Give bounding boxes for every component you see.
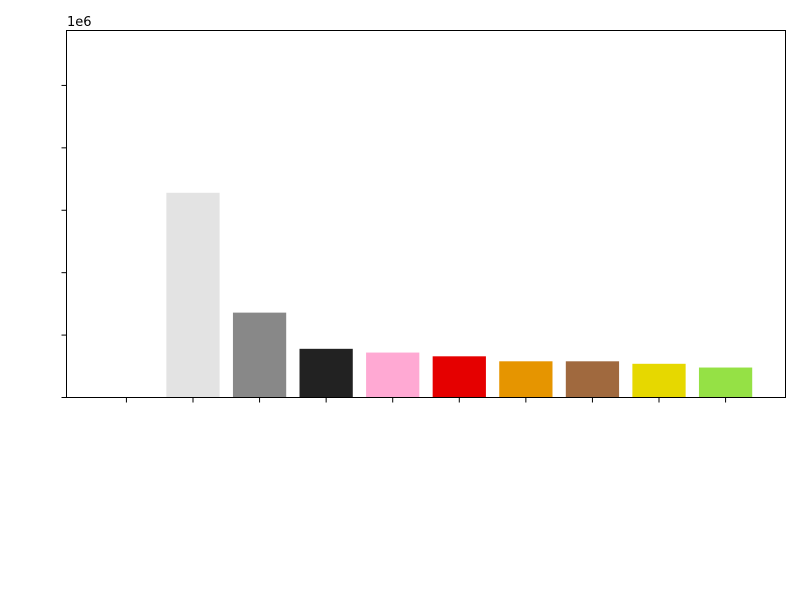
bar-9 bbox=[632, 363, 686, 398]
y-ticks bbox=[61, 84, 67, 398]
bar-7 bbox=[499, 361, 553, 398]
bar-2 bbox=[166, 192, 220, 398]
bar-5 bbox=[366, 352, 420, 398]
bar-3 bbox=[232, 312, 287, 398]
bar-8 bbox=[565, 361, 620, 398]
bar-10 bbox=[698, 367, 753, 398]
bar-4 bbox=[299, 348, 353, 398]
plot-frame bbox=[66, 30, 786, 398]
bar-6 bbox=[432, 356, 486, 398]
x-ticks bbox=[125, 397, 727, 403]
bars-group bbox=[166, 192, 753, 398]
y-offset-label: 1e6 bbox=[67, 15, 92, 30]
